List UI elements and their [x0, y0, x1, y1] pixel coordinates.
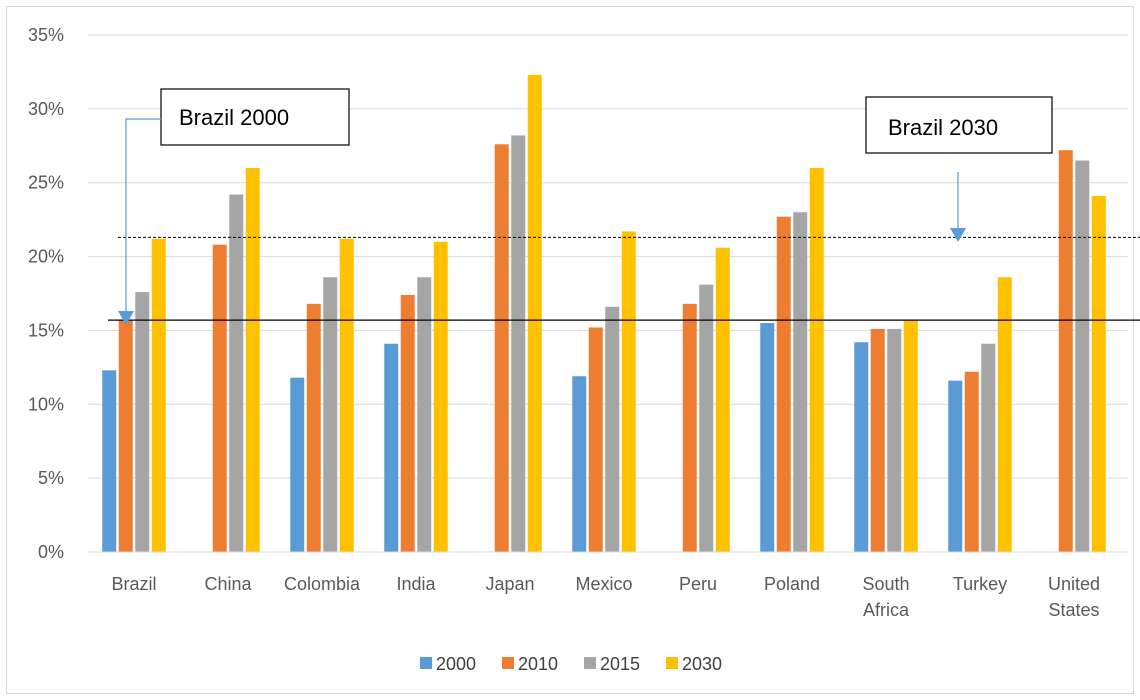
legend-label: 2015	[600, 654, 640, 674]
bar-2010	[494, 144, 509, 552]
x-tick-label: Colombia	[284, 574, 361, 594]
annotations: Brazil 2000 Brazil 2030	[118, 88, 1053, 325]
bar-2015	[887, 328, 902, 552]
arrowhead	[118, 311, 134, 325]
bar-2015	[135, 292, 150, 552]
y-tick-label: 20%	[28, 247, 64, 267]
bar-2010	[1058, 150, 1073, 552]
bar-2000	[102, 370, 117, 552]
legend-label: 2010	[518, 654, 558, 674]
x-tick-label: Peru	[679, 574, 717, 594]
legend-swatch	[584, 657, 596, 669]
y-tick-label: 0%	[38, 542, 64, 562]
bar-2015	[417, 277, 432, 552]
y-tick-label: 25%	[28, 173, 64, 193]
x-tick-label: South	[862, 574, 909, 594]
bar-2000	[572, 376, 587, 552]
bar-2000	[948, 380, 963, 552]
bar-2010	[682, 303, 697, 552]
bar-2030	[527, 74, 542, 552]
bar-2030	[997, 277, 1012, 552]
bar-2030	[1091, 196, 1106, 552]
bar-2010	[870, 328, 885, 552]
x-tick-label: Japan	[485, 574, 534, 594]
bar-2000	[854, 342, 869, 552]
x-tick-label: Poland	[764, 574, 820, 594]
bar-2030	[433, 241, 448, 553]
bar-2030	[715, 247, 730, 553]
bar-2010	[118, 320, 133, 552]
bars	[102, 74, 1106, 553]
reference-lines	[108, 236, 1140, 321]
bar-2015	[511, 135, 526, 552]
x-tick-label: States	[1048, 600, 1099, 620]
y-tick-label: 30%	[28, 99, 64, 119]
bar-2030	[245, 167, 260, 552]
bar-2010	[588, 327, 603, 552]
x-axis: Brazil China Colombia India Japan Mexico Peru P…	[88, 551, 1128, 620]
y-tick-label: 5%	[38, 468, 64, 488]
legend-swatch	[666, 657, 678, 669]
bar-2015	[793, 212, 808, 552]
bar-2000	[384, 343, 399, 552]
bar-2015	[323, 277, 338, 552]
bar-2030	[621, 231, 636, 552]
bar-2030	[339, 238, 354, 553]
bar-2010	[306, 303, 321, 552]
bar-2000	[760, 323, 775, 552]
bar-2015	[1075, 160, 1090, 553]
x-tick-label: India	[396, 574, 436, 594]
legend-swatch	[502, 657, 514, 669]
bar-2030	[151, 238, 166, 553]
bar-2030	[903, 320, 918, 552]
legend-swatch	[420, 657, 432, 669]
bar-2015	[229, 194, 244, 552]
x-tick-label: Turkey	[953, 574, 1007, 594]
bar-2015	[981, 343, 996, 552]
y-tick-label: 10%	[28, 394, 64, 414]
annotation-box	[865, 96, 1053, 154]
annotation-label: Brazil 2030	[888, 115, 998, 140]
x-tick-label: Mexico	[575, 574, 632, 594]
legend: 2000 2010 2015 2030	[420, 654, 722, 674]
bar-2030	[809, 167, 824, 552]
bar-2000	[290, 377, 305, 552]
bar-2010	[400, 294, 415, 552]
y-axis: 0% 5% 10% 15% 20% 25% 30% 35%	[28, 25, 64, 562]
x-tick-label: Africa	[863, 600, 910, 620]
bar-2010	[964, 371, 979, 552]
bar-2015	[605, 306, 620, 552]
annotation-label: Brazil 2000	[179, 105, 289, 130]
x-tick-label: United	[1048, 574, 1100, 594]
legend-label: 2000	[436, 654, 476, 674]
legend-label: 2030	[682, 654, 722, 674]
x-tick-label: Brazil	[111, 574, 156, 594]
y-tick-label: 35%	[28, 25, 64, 45]
x-tick-label: China	[204, 574, 252, 594]
bar-2010	[776, 216, 791, 552]
y-tick-label: 15%	[28, 320, 64, 340]
bar-2010	[212, 244, 227, 553]
bar-2015	[699, 284, 714, 552]
arrowhead	[950, 228, 966, 242]
annotation-arrow	[125, 118, 161, 315]
annotation-box	[160, 88, 350, 146]
